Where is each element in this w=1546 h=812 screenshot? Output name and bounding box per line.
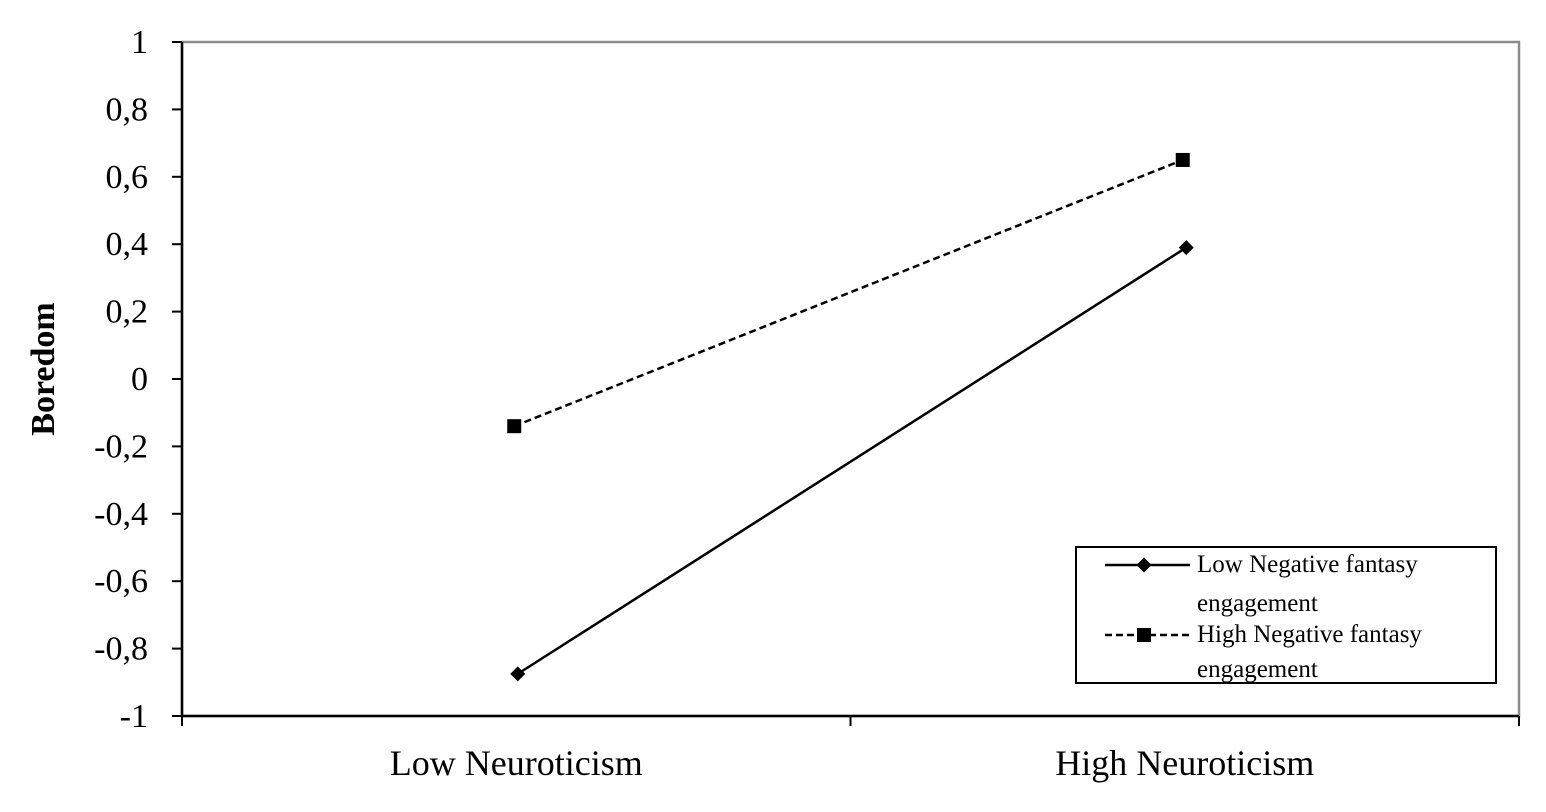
y-axis-title: Boredom — [25, 302, 62, 435]
data-point-marker — [510, 666, 526, 682]
y-tick-label: -0,2 — [94, 428, 148, 465]
legend-label: High Negative fantasy — [1197, 621, 1422, 648]
legend-label: Low Negative fantasy — [1197, 551, 1418, 578]
legend-marker — [1137, 628, 1151, 642]
data-point-marker — [507, 419, 522, 434]
x-category-label: Low Neuroticism — [390, 743, 643, 783]
y-tick-label: 0,8 — [106, 91, 149, 128]
legend-label: engagement — [1197, 590, 1318, 617]
legend-label: engagement — [1197, 656, 1318, 683]
legend-marker — [1136, 557, 1152, 573]
y-tick-label: 0,4 — [106, 226, 149, 263]
y-tick-label: 1 — [131, 24, 148, 61]
y-tick-label: -0,8 — [94, 631, 148, 668]
series-line — [517, 246, 1187, 675]
legend-box — [1075, 546, 1497, 684]
y-tick-label: -0,4 — [94, 496, 148, 533]
data-point-marker — [1175, 152, 1190, 167]
x-category-label: High Neuroticism — [1055, 743, 1314, 783]
data-point-marker — [1178, 240, 1194, 256]
legend: Low Negative fantasy engagement High Negat… — [1075, 546, 1497, 684]
y-tick-label: -1 — [120, 698, 148, 735]
y-tick-label: 0,6 — [106, 159, 149, 196]
series-line — [513, 158, 1184, 428]
y-tick-label: -0,6 — [94, 563, 148, 600]
y-tick-label: 0,2 — [106, 294, 149, 331]
y-tick-label: 0 — [131, 361, 148, 398]
